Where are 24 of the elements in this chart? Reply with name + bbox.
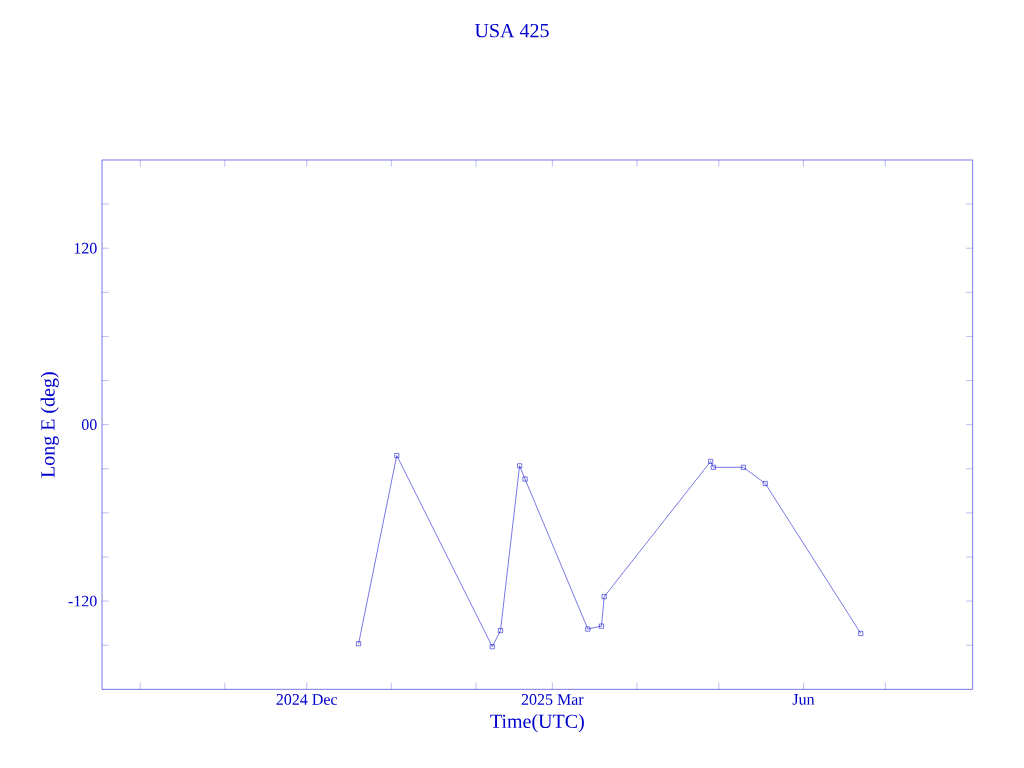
x-axis-title: Time(UTC) [490, 714, 584, 733]
point [708, 459, 714, 464]
line-series [356, 453, 864, 650]
point [599, 623, 604, 629]
point [601, 594, 607, 600]
point [585, 626, 591, 632]
point [858, 631, 864, 636]
point [741, 464, 746, 470]
y-tick-label: 120 [74, 242, 97, 254]
y-tick-label: 00 [81, 419, 97, 431]
x-tick-label: Jun [792, 694, 815, 705]
point [394, 453, 400, 458]
point [356, 641, 361, 647]
chart-title: USA 425 [474, 23, 549, 38]
point [498, 628, 503, 633]
x-tick-label: 2025 Mar [521, 694, 584, 705]
point [522, 476, 528, 482]
point [710, 464, 716, 470]
point [489, 644, 495, 650]
y-tick-label: -120 [68, 595, 97, 607]
x-tick-label: 2024 Dec [276, 694, 338, 705]
y-axis-title: Long E (deg) [40, 372, 59, 478]
point [517, 463, 523, 469]
point [762, 481, 768, 486]
